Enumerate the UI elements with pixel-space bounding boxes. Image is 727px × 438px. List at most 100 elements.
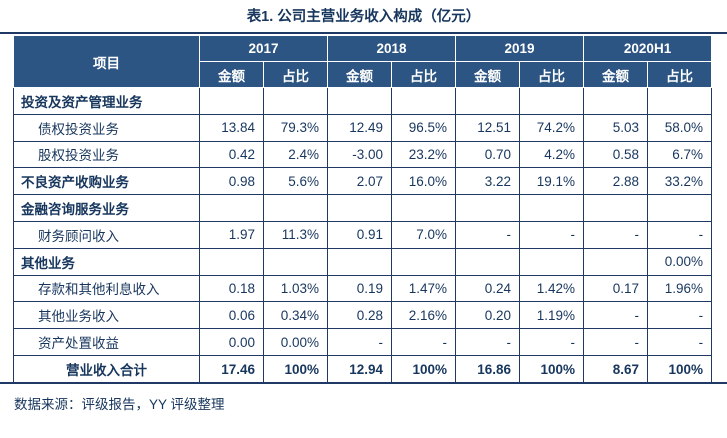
row-label: 财务顾问收入: [13, 220, 200, 249]
amount-cell: 0.24: [455, 274, 521, 303]
amount-cell: 0.58: [583, 140, 649, 169]
amount-cell: 17.46: [199, 354, 264, 383]
share-column-header: 占比: [262, 61, 329, 88]
share-cell: 33.2%: [647, 167, 713, 196]
share-cell: 1.96%: [647, 274, 713, 303]
share-cell: -: [519, 220, 585, 249]
amount-cell: 0.91: [327, 220, 393, 249]
share-cell: -: [647, 328, 713, 356]
amount-cell: 12.51: [455, 113, 521, 142]
section-row: 金融咨询服务业务: [13, 194, 713, 222]
amount-column-header: 金额: [455, 61, 521, 88]
amount-cell: 0.19: [327, 274, 393, 303]
share-cell: 4.2%: [519, 140, 585, 169]
year-group-header-2018: 2018: [327, 35, 457, 62]
share-column-header: 占比: [391, 61, 457, 88]
amount-cell: 16.86: [455, 354, 521, 383]
total-row: 营业收入合计 17.46 100% 12.94 100% 16.86 100% 8.67 100…: [13, 354, 713, 383]
share-cell: -: [647, 301, 713, 330]
share-cell: [391, 247, 457, 276]
amount-cell: [199, 247, 264, 276]
amount-cell: 5.03: [583, 113, 649, 142]
table-row: 债权投资业务 13.84 79.3% 12.49 96.5% 12.51 74.2% 5.03…: [13, 113, 713, 142]
section-row: 其他业务 0.00%: [13, 247, 713, 276]
amount-cell: 13.84: [199, 113, 264, 142]
share-cell: 5.6%: [262, 167, 329, 196]
row-label: 股权投资业务: [13, 140, 200, 169]
year-group-header-2020h1: 2020H1: [583, 35, 713, 62]
section-row: 投资及资产管理业务: [13, 87, 713, 115]
share-cell: -: [519, 328, 585, 356]
row-label: 债权投资业务: [13, 113, 200, 142]
share-cell: 100%: [391, 354, 457, 383]
share-cell: 1.47%: [391, 274, 457, 303]
share-cell: 2.16%: [391, 301, 457, 330]
amount-cell: -: [455, 328, 521, 356]
source-note: 数据来源：评级报告，YY 评级整理: [14, 397, 225, 413]
amount-cell: -: [455, 220, 521, 249]
amount-cell: 0.18: [199, 274, 264, 303]
share-cell: 100%: [262, 354, 329, 383]
row-label: 投资及资产管理业务: [13, 87, 200, 115]
table-body: 投资及资产管理业务 债权投资业务 13.84 79.3% 12.49 96.5% 12.51…: [13, 87, 713, 383]
amount-cell: [327, 247, 393, 276]
row-label: 不良资产收购业务: [13, 167, 200, 196]
share-cell: 100%: [519, 354, 585, 383]
share-cell: 0.00%: [647, 247, 713, 276]
share-column-header: 占比: [647, 61, 713, 88]
amount-cell: -: [583, 220, 649, 249]
amount-cell: 0.17: [583, 274, 649, 303]
share-cell: [519, 194, 585, 222]
share-cell: 1.03%: [262, 274, 329, 303]
amount-cell: 2.07: [327, 167, 393, 196]
table-row: 其他业务收入 0.06 0.34% 0.28 2.16% 0.20 1.19% - -: [13, 301, 713, 330]
share-cell: 74.2%: [519, 113, 585, 142]
row-label: 资产处置收益: [13, 328, 200, 356]
share-cell: 96.5%: [391, 113, 457, 142]
share-cell: 0.34%: [262, 301, 329, 330]
table-row: 存款和其他利息收入 0.18 1.03% 0.19 1.47% 0.24 1.42% 0.17…: [13, 274, 713, 303]
top-rule: [0, 32, 727, 34]
amount-column-header: 金额: [327, 61, 393, 88]
share-cell: 23.2%: [391, 140, 457, 169]
amount-cell: [455, 247, 521, 276]
page-title: 表1. 公司主营业务收入构成（亿元）: [246, 9, 481, 25]
share-cell: [647, 87, 713, 115]
amount-column-header: 金额: [583, 61, 649, 88]
section-row: 不良资产收购业务 0.98 5.6% 2.07 16.0% 3.22 19.1% 2.88 33…: [13, 167, 713, 196]
amount-cell: 0.20: [455, 301, 521, 330]
row-label: 金融咨询服务业务: [13, 194, 200, 222]
amount-cell: 0.06: [199, 301, 264, 330]
amount-cell: [199, 87, 264, 115]
share-cell: 1.19%: [519, 301, 585, 330]
amount-cell: 0.42: [199, 140, 264, 169]
item-column-header: 项目: [13, 35, 200, 88]
amount-cell: [327, 87, 393, 115]
amount-cell: 3.22: [455, 167, 521, 196]
share-cell: 7.0%: [391, 220, 457, 249]
row-label: 存款和其他利息收入: [13, 274, 200, 303]
share-cell: [519, 87, 585, 115]
bottom-rule: [0, 382, 727, 385]
row-label: 其他业务收入: [13, 301, 200, 330]
share-cell: [262, 87, 329, 115]
row-label: 其他业务: [13, 247, 200, 276]
amount-cell: 0.28: [327, 301, 393, 330]
amount-cell: 0.98: [199, 167, 264, 196]
amount-cell: [583, 194, 649, 222]
share-cell: [262, 247, 329, 276]
share-cell: [519, 247, 585, 276]
amount-cell: -: [583, 301, 649, 330]
share-cell: [262, 194, 329, 222]
amount-cell: [583, 247, 649, 276]
amount-cell: [455, 87, 521, 115]
share-cell: [647, 194, 713, 222]
table-row: 财务顾问收入 1.97 11.3% 0.91 7.0% - - - -: [13, 220, 713, 249]
amount-cell: [583, 87, 649, 115]
year-group-header-2017: 2017: [198, 35, 329, 62]
share-cell: 11.3%: [262, 220, 329, 249]
year-group-header-2019: 2019: [455, 35, 585, 62]
share-cell: 16.0%: [391, 167, 457, 196]
share-cell: -: [647, 220, 713, 249]
share-cell: 100%: [647, 354, 713, 383]
